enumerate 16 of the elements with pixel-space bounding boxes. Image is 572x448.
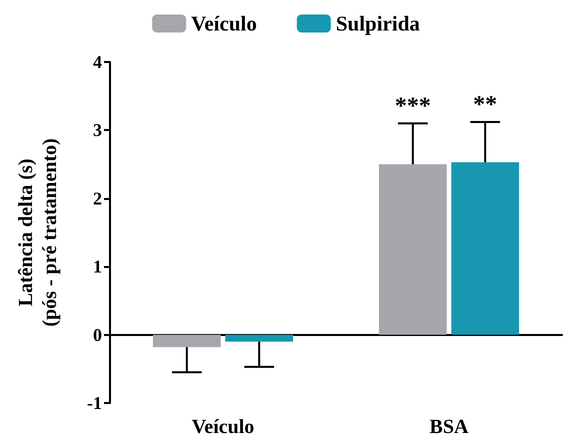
legend-label: Veículo xyxy=(191,12,257,36)
bar xyxy=(378,164,447,335)
legend-label: Sulpirida xyxy=(336,12,420,36)
y-tick-label: 4 xyxy=(93,52,102,72)
y-tick-label: -1 xyxy=(87,393,102,413)
bar xyxy=(152,334,221,348)
annotation: *** xyxy=(394,93,431,120)
x-tick-label: BSA xyxy=(430,416,470,438)
y-tick-label: 1 xyxy=(93,256,102,277)
bar xyxy=(451,162,520,335)
y-axis-title: Latência delta (s) (pós - pré tratamento) xyxy=(15,138,61,327)
y-tick-label: 3 xyxy=(93,120,102,140)
bar xyxy=(225,334,294,342)
annotation: ** xyxy=(473,92,498,118)
y-tick-label: 2 xyxy=(93,188,102,208)
y-tick-label: 0 xyxy=(93,324,102,345)
